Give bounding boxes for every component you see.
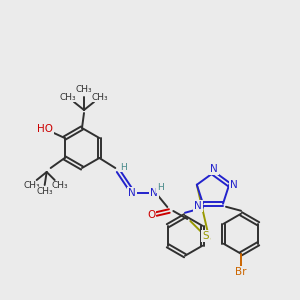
- Text: N: N: [194, 201, 202, 211]
- Text: N: N: [150, 188, 158, 198]
- Text: HO: HO: [37, 124, 53, 134]
- Text: CH₃: CH₃: [23, 182, 40, 190]
- Text: CH₃: CH₃: [51, 182, 68, 190]
- Text: CH₃: CH₃: [92, 92, 108, 101]
- Text: H: H: [157, 184, 164, 193]
- Text: S: S: [202, 231, 208, 241]
- Text: Br: Br: [235, 267, 247, 277]
- Text: CH₃: CH₃: [76, 85, 92, 94]
- Text: CH₃: CH₃: [36, 188, 53, 196]
- Text: N: N: [230, 180, 238, 190]
- Text: O: O: [147, 210, 155, 220]
- Text: CH₃: CH₃: [60, 92, 76, 101]
- Text: N: N: [210, 164, 218, 174]
- Text: N: N: [128, 188, 136, 198]
- Text: H: H: [120, 163, 127, 172]
